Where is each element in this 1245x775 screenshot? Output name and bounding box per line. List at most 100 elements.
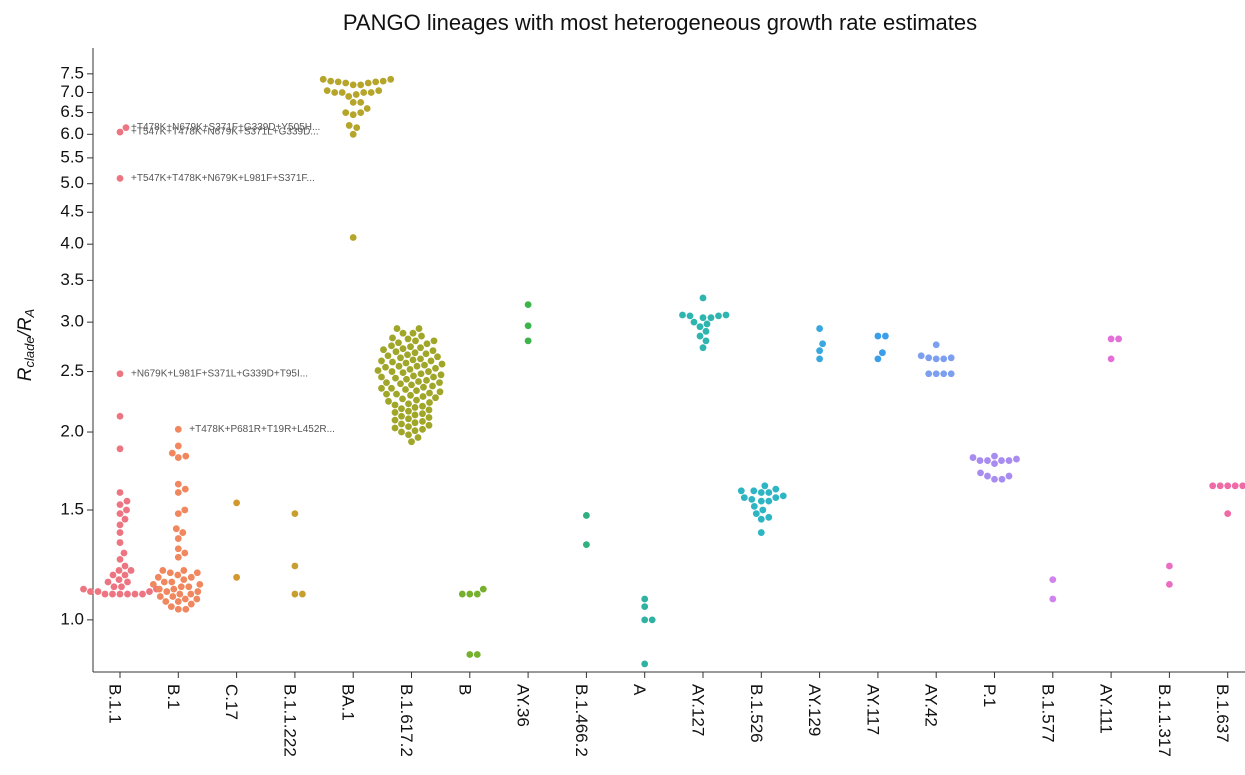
dot xyxy=(419,410,426,418)
x-tick-label: A xyxy=(630,684,649,696)
dot xyxy=(383,390,390,398)
dot xyxy=(1224,482,1232,490)
dot xyxy=(405,407,412,415)
dot xyxy=(430,337,438,345)
dot xyxy=(702,327,710,335)
dot xyxy=(437,371,445,379)
dot xyxy=(1166,562,1173,570)
dot xyxy=(984,472,991,480)
x-tick-label: B.1.617.2 xyxy=(397,684,416,757)
dot xyxy=(925,354,933,362)
dot xyxy=(879,349,886,357)
dot xyxy=(118,583,125,591)
dot xyxy=(874,332,882,340)
x-tick-label: AY.42 xyxy=(922,684,941,727)
dot xyxy=(398,428,405,436)
dot xyxy=(121,562,129,570)
dot xyxy=(438,360,446,368)
dot xyxy=(403,375,410,383)
dot xyxy=(408,438,415,446)
dot xyxy=(391,416,399,424)
dot xyxy=(737,487,745,495)
dot xyxy=(874,355,882,363)
y-label-part: clade xyxy=(22,336,37,367)
dot xyxy=(524,337,532,345)
dot xyxy=(123,506,130,514)
dot xyxy=(398,412,405,420)
x-tick-label: AY.117 xyxy=(863,684,882,735)
dot xyxy=(772,494,780,502)
dot xyxy=(412,337,419,345)
dot xyxy=(233,499,241,507)
dot xyxy=(947,370,955,378)
dot xyxy=(179,529,187,536)
dot xyxy=(389,358,396,366)
dot xyxy=(419,393,427,400)
dot xyxy=(434,353,441,361)
dot xyxy=(196,580,204,588)
dot xyxy=(707,314,715,322)
dot xyxy=(991,460,998,468)
dot xyxy=(686,312,694,320)
x-tick-label: B.1.577 xyxy=(1038,684,1057,743)
dot xyxy=(319,75,327,83)
dot xyxy=(415,325,423,332)
dot xyxy=(124,578,131,586)
dot xyxy=(991,475,998,483)
dot xyxy=(185,583,193,591)
dot xyxy=(176,590,184,598)
dot xyxy=(378,357,385,365)
dot xyxy=(882,332,889,340)
y-label-part: A xyxy=(22,309,37,319)
dot xyxy=(419,425,426,433)
dot xyxy=(699,294,707,302)
x-tick-label: B.1.1.222 xyxy=(280,684,299,757)
dot xyxy=(115,576,123,584)
dot xyxy=(1224,510,1232,518)
dot xyxy=(174,425,182,433)
dot xyxy=(172,525,180,533)
dot xyxy=(357,109,365,117)
dot xyxy=(399,395,406,403)
x-tick-label: B.1.526 xyxy=(747,684,766,743)
dot xyxy=(940,355,948,363)
x-tick-label: BA.1 xyxy=(339,684,358,721)
dot xyxy=(423,376,430,384)
dot xyxy=(402,359,410,367)
dot xyxy=(410,372,417,380)
dot xyxy=(349,81,357,89)
dot xyxy=(699,344,707,352)
dot xyxy=(411,349,419,357)
dot xyxy=(194,588,202,595)
dot xyxy=(479,585,487,593)
dot xyxy=(765,489,773,496)
dot xyxy=(87,588,94,595)
dot xyxy=(409,329,417,337)
dot xyxy=(387,75,395,83)
dot xyxy=(398,420,405,428)
dot xyxy=(104,578,112,586)
dot xyxy=(174,545,182,553)
dot xyxy=(116,412,124,420)
dot xyxy=(422,350,430,358)
dot xyxy=(641,616,649,624)
dot xyxy=(752,510,760,518)
dot xyxy=(357,81,365,89)
dot xyxy=(421,361,428,369)
dot xyxy=(932,341,940,349)
dot xyxy=(174,535,182,542)
dot xyxy=(397,354,404,362)
dot xyxy=(977,469,984,477)
dot xyxy=(391,401,399,409)
dot xyxy=(399,345,407,353)
dot xyxy=(426,389,433,397)
dot xyxy=(583,512,590,519)
dot xyxy=(405,415,412,423)
y-tick-label: 1.5 xyxy=(60,499,84,518)
dot xyxy=(116,370,124,378)
dot xyxy=(1049,595,1057,603)
dot xyxy=(160,578,168,586)
dot xyxy=(750,502,758,510)
dot xyxy=(1005,472,1013,480)
dot xyxy=(473,590,481,598)
